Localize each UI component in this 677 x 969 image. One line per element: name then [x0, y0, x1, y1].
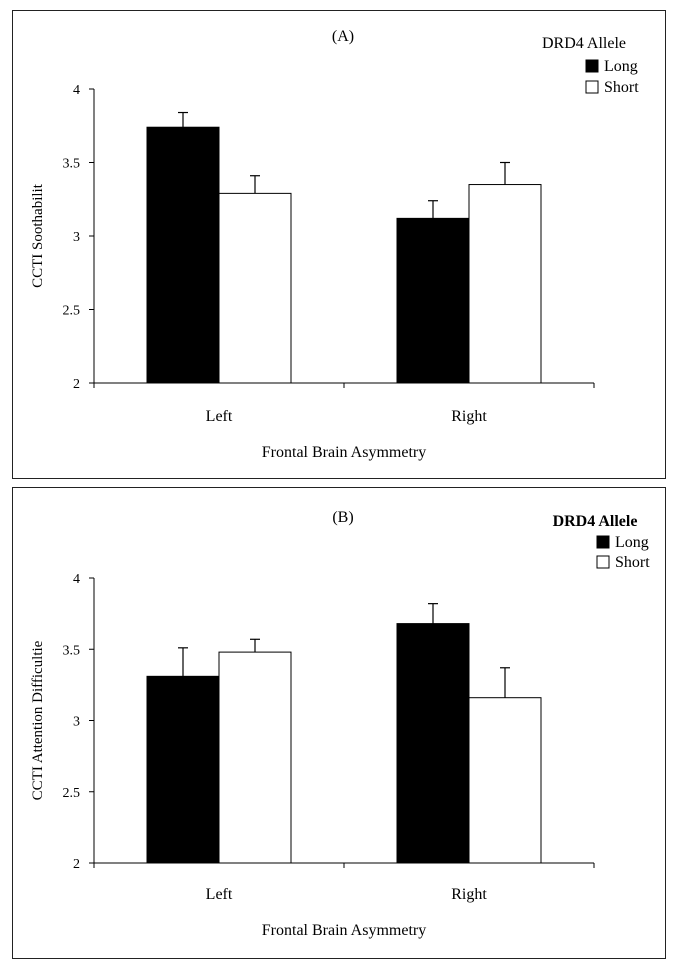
bar-short-left: [218, 192, 292, 384]
legend-swatch-short: [585, 80, 599, 94]
legend-swatch-short: [596, 555, 610, 569]
bar-short-right: [468, 184, 542, 384]
legend-swatch-long: [585, 59, 599, 73]
legend-label-long: Long: [604, 58, 638, 75]
x-tick-label: Right: [451, 408, 487, 425]
x-axis-label: Frontal Brain Asymmetry: [262, 922, 426, 939]
y-axis-label: CCTI Soothabilit: [30, 183, 46, 288]
y-axis-label: CCTI Attention Difficultie: [30, 640, 46, 800]
bar-short-right: [468, 697, 542, 864]
y-tick-label: 3.5: [63, 643, 81, 658]
legend-swatch-long: [596, 535, 610, 549]
x-tick-label: Right: [451, 886, 487, 903]
y-tick-label: 2: [73, 857, 80, 872]
legend-label-short: Short: [615, 554, 650, 571]
chart-panel-a: (A) 2 2.5 3 3.5 4 CCTI Soothabilit Left Right Fro…: [12, 10, 666, 479]
legend-label-long: Long: [615, 534, 649, 551]
bar-long-left: [146, 126, 220, 384]
y-tick-label: 2.5: [63, 786, 81, 801]
y-tick-label: 3: [73, 715, 80, 730]
bar-long-right: [396, 217, 470, 384]
y-tick-label: 2.5: [63, 304, 81, 319]
bar-short-left: [218, 651, 292, 864]
y-tick-label: 2: [73, 377, 80, 392]
y-tick-label: 3: [73, 230, 80, 245]
chart-b-svg: (B) 2 2.5 3 3.5 4 CCTI Attention Difficultie Le…: [30, 509, 650, 939]
x-tick-label: Left: [206, 886, 233, 903]
legend-title: DRD4 Allele: [553, 513, 638, 530]
y-tick-label: 4: [73, 83, 80, 98]
chart-a-svg: (A) 2 2.5 3 3.5 4 CCTI Soothabilit Left Right Fro…: [30, 28, 639, 461]
bar-long-left: [146, 675, 220, 864]
chart-panel-b: (B) 2 2.5 3 3.5 4 CCTI Attention Difficultie Le…: [12, 487, 666, 959]
legend-title: DRD4 Allele: [542, 35, 626, 52]
y-tick-label: 4: [73, 572, 80, 587]
legend-label-short: Short: [604, 79, 639, 96]
x-tick-label: Left: [206, 408, 233, 425]
y-tick-label: 3.5: [63, 157, 81, 172]
x-axis-label: Frontal Brain Asymmetry: [262, 444, 426, 461]
chart-title: (B): [332, 509, 353, 526]
bar-long-right: [396, 623, 470, 864]
chart-title: (A): [332, 28, 354, 45]
